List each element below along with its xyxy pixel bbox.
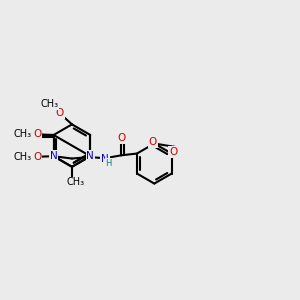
Text: CH₃: CH₃ bbox=[40, 99, 58, 110]
Text: N: N bbox=[101, 154, 109, 164]
Text: N: N bbox=[86, 151, 94, 161]
Text: CH₃: CH₃ bbox=[14, 152, 32, 162]
Text: O: O bbox=[169, 147, 177, 157]
Text: O: O bbox=[33, 152, 41, 162]
Text: N: N bbox=[50, 151, 58, 161]
Text: O: O bbox=[117, 133, 125, 143]
Text: O: O bbox=[33, 130, 41, 140]
Text: CH₃: CH₃ bbox=[14, 129, 32, 140]
Text: H: H bbox=[106, 159, 112, 168]
Text: O: O bbox=[33, 129, 41, 140]
Text: O: O bbox=[149, 137, 157, 147]
Text: O: O bbox=[56, 108, 64, 118]
Text: CH₃: CH₃ bbox=[66, 177, 85, 188]
